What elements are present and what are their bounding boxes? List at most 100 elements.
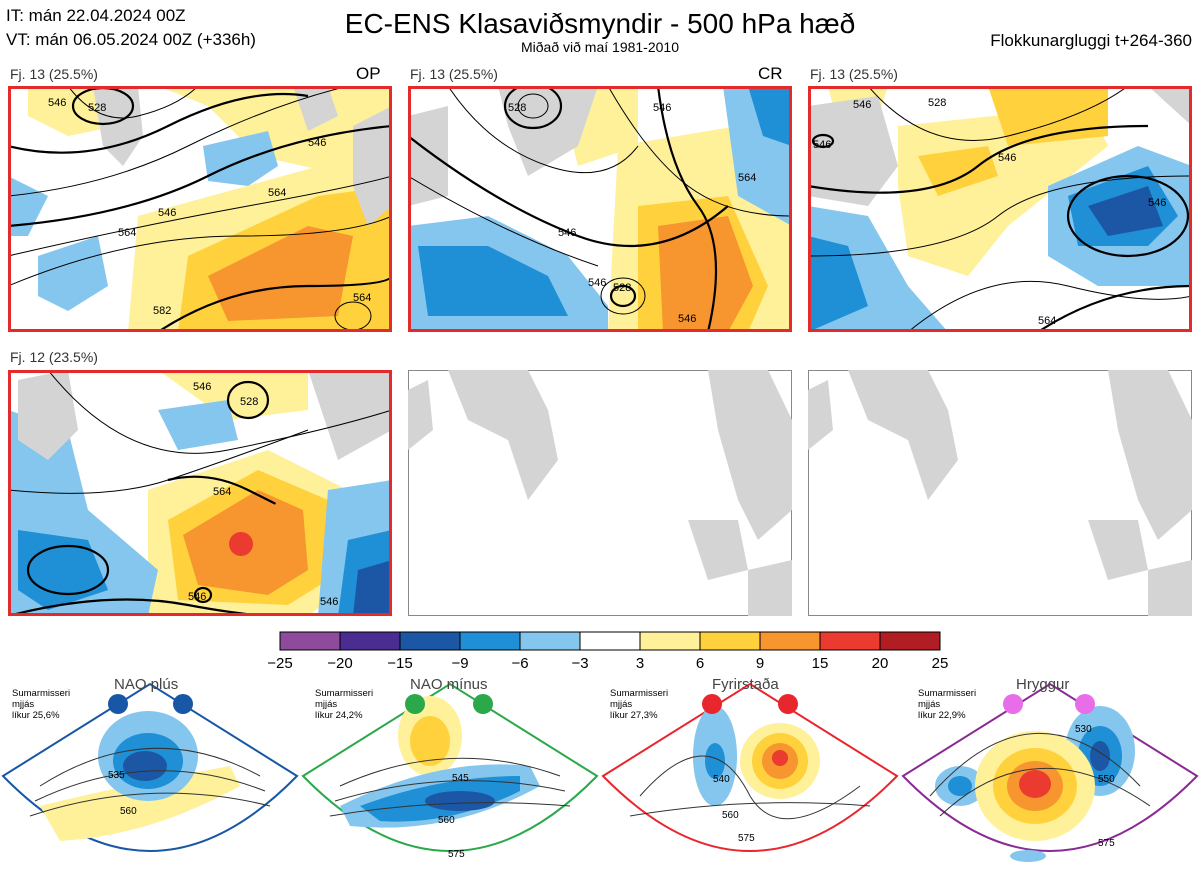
cluster-map-3[interactable]: 546 528 546 546 564 546 [808, 86, 1192, 332]
svg-text:540: 540 [713, 774, 730, 785]
colorbar-cell-1 [339, 631, 401, 651]
regime-season: Sumarmisseri [315, 688, 374, 699]
regime-season: Sumarmisseri [918, 688, 977, 699]
colorbar-tick-label: −25 [267, 655, 292, 672]
page-title: EC-ENS Klasaviðsmyndir - 500 hPa hæð [344, 8, 856, 39]
regime-nao-minus: 545 560 575 NAO mínus Sumarmisseri mjjás… [300, 676, 600, 871]
svg-text:560: 560 [438, 815, 455, 826]
colorbar-tick-label: −15 [387, 655, 412, 672]
regime-probability: líkur 25,6% [12, 710, 60, 721]
colorbar-cell-3 [459, 631, 521, 651]
regime-nao-plus: 535 560 NAO plús Sumarmisseri mjjás líku… [0, 676, 300, 871]
svg-text:530: 530 [1075, 724, 1092, 735]
svg-text:546: 546 [1148, 197, 1166, 209]
regime-smoothing: mjjás [610, 699, 633, 710]
svg-text:528: 528 [240, 396, 258, 408]
empty-map-6 [808, 370, 1192, 616]
svg-text:546: 546 [320, 596, 338, 608]
cluster-map-1[interactable]: 546 564 546 564 564 582 528 546 [8, 86, 392, 332]
svg-text:546: 546 [813, 139, 831, 151]
regime-probability: líkur 22,9% [918, 710, 966, 721]
panel-4-contour-labels: 546 528 564 546 546 [188, 381, 338, 608]
colorbar-tick-label: 9 [756, 655, 764, 672]
svg-text:546: 546 [653, 102, 671, 114]
regime-ridge: 530 550 575 Hryggur Sumarmisseri mjjás l… [900, 676, 1200, 871]
colorbar-cell-9 [819, 631, 881, 651]
svg-text:564: 564 [1038, 315, 1056, 327]
svg-text:575: 575 [1098, 838, 1115, 849]
regime-title: Fyrirstaða [712, 676, 779, 693]
svg-text:528: 528 [928, 97, 946, 109]
regime-season: Sumarmisseri [12, 688, 71, 699]
cluster-map-2[interactable]: 546 528 546 546 528 546 564 [408, 86, 792, 332]
empty-map-5 [408, 370, 792, 616]
panel-3-label: Fj. 13 (25.5%) [810, 66, 898, 82]
colorbar-cell-0 [279, 631, 341, 651]
regime-title: NAO plús [114, 676, 179, 693]
regime-smoothing: mjjás [12, 699, 35, 710]
svg-text:528: 528 [613, 282, 631, 294]
svg-text:560: 560 [120, 806, 137, 817]
svg-text:545: 545 [452, 773, 469, 784]
panel-2-tag: CR [758, 64, 783, 83]
colorbar-tick-label: −6 [511, 655, 528, 672]
svg-text:535: 535 [108, 770, 125, 781]
colorbar-tick-label: −3 [571, 655, 588, 672]
regime-title: NAO mínus [410, 676, 488, 693]
colorbar-cell-5 [579, 631, 641, 651]
panel-2-contour-labels: 546 528 546 546 528 546 564 [508, 102, 756, 325]
svg-text:546: 546 [853, 99, 871, 111]
svg-text:546: 546 [588, 277, 606, 289]
colorbar-tick-label: 3 [636, 655, 644, 672]
colorbar-cell-4 [519, 631, 581, 651]
svg-text:528: 528 [88, 102, 106, 114]
colorbar-tick-label: 20 [872, 655, 889, 672]
svg-text:564: 564 [213, 486, 231, 498]
panel-3-contour-labels: 546 528 546 546 564 546 [813, 97, 1166, 327]
panel-2-label: Fj. 13 (25.5%) [410, 66, 498, 82]
panel-1-tag: OP [356, 64, 381, 83]
svg-text:582: 582 [153, 305, 171, 317]
regime-smoothing: mjjás [315, 699, 338, 710]
colorbar-cell-6 [639, 631, 701, 651]
regime-title: Hryggur [1016, 676, 1070, 693]
svg-text:528: 528 [508, 102, 526, 114]
svg-text:560: 560 [722, 810, 739, 821]
panel-1-contour-labels: 546 564 546 564 564 582 528 546 [48, 97, 371, 317]
colorbar: −25 −20 −15 −9 −6 −3 3 6 9 15 20 25 [267, 631, 949, 672]
svg-text:550: 550 [1098, 774, 1115, 785]
svg-text:546: 546 [998, 152, 1016, 164]
svg-text:546: 546 [188, 591, 206, 603]
svg-text:546: 546 [678, 313, 696, 325]
cluster-map-4[interactable]: 546 528 564 546 546 [8, 370, 392, 616]
svg-text:564: 564 [738, 172, 756, 184]
svg-text:564: 564 [118, 227, 136, 239]
svg-text:575: 575 [448, 849, 465, 860]
svg-text:546: 546 [48, 97, 66, 109]
svg-text:564: 564 [268, 187, 286, 199]
init-time: IT: mán 22.04.2024 00Z [6, 6, 186, 25]
page-subtitle: Miðað við maí 1981-2010 [521, 39, 679, 55]
colorbar-tick-label: 25 [932, 655, 949, 672]
svg-text:564: 564 [353, 292, 371, 304]
regime-smoothing: mjjás [918, 699, 941, 710]
regime-blocking: 540 560 575 Fyrirstaða Sumarmisseri mjjá… [600, 676, 900, 871]
svg-text:546: 546 [308, 137, 326, 149]
colorbar-cell-2 [399, 631, 461, 651]
classification-window: Flokkunargluggi t+264-360 [990, 31, 1192, 50]
colorbar-cell-7 [699, 631, 761, 651]
colorbar-tick-label: −9 [451, 655, 468, 672]
svg-text:546: 546 [193, 381, 211, 393]
svg-text:546: 546 [158, 207, 176, 219]
regime-probability: líkur 27,3% [610, 710, 658, 721]
panel-1-label: Fj. 13 (25.5%) [10, 66, 98, 82]
svg-text:546: 546 [558, 227, 576, 239]
colorbar-cell-10 [879, 631, 941, 651]
colorbar-tick-label: −20 [327, 655, 352, 672]
colorbar-tick-label: 15 [812, 655, 829, 672]
panel-4-label: Fj. 12 (23.5%) [10, 349, 98, 365]
svg-text:575: 575 [738, 833, 755, 844]
regime-season: Sumarmisseri [610, 688, 669, 699]
colorbar-cell-8 [759, 631, 821, 651]
colorbar-tick-label: 6 [696, 655, 704, 672]
